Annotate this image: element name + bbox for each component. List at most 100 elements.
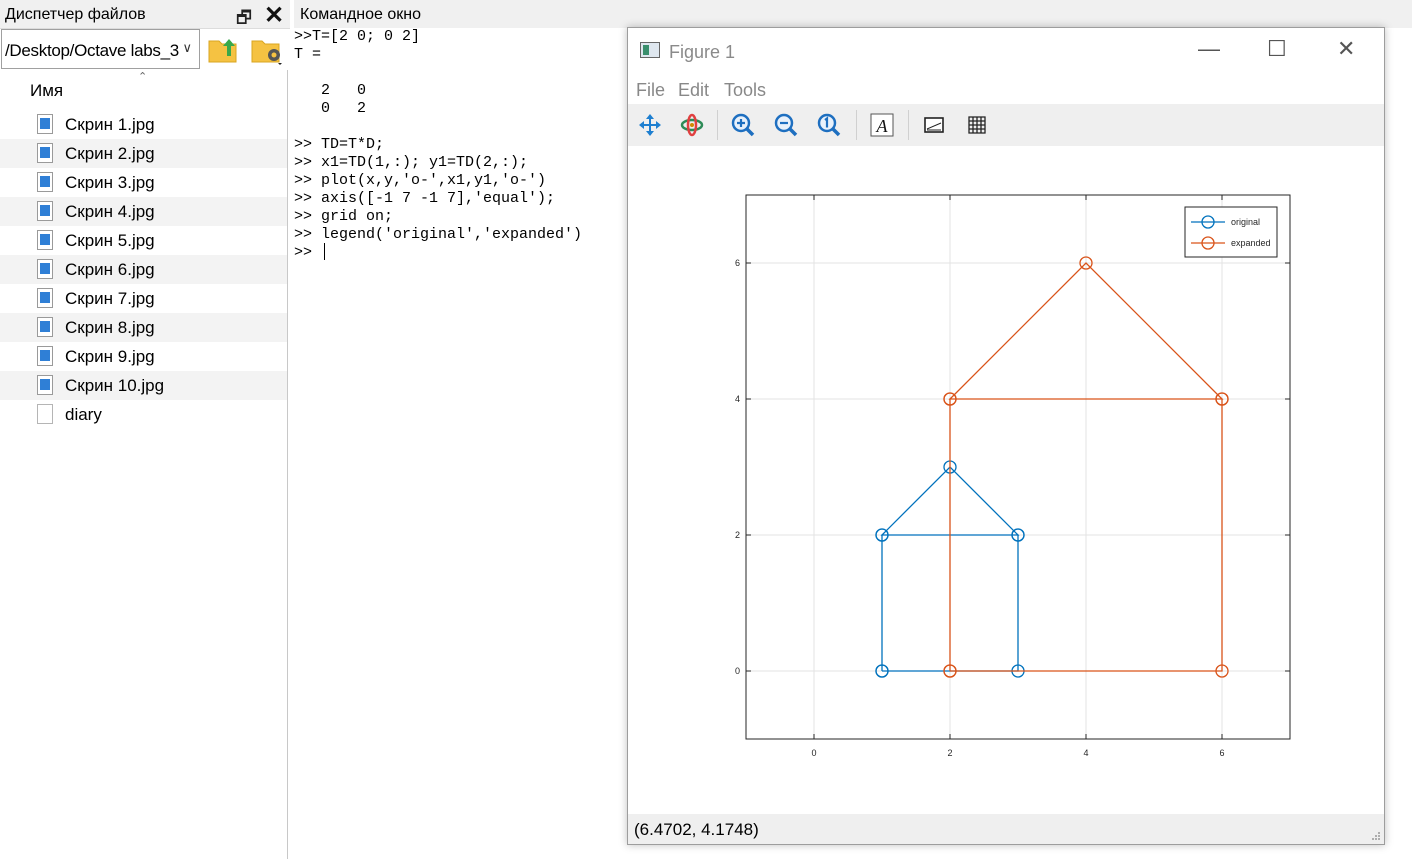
series-line-original xyxy=(880,466,1020,672)
file-name: Скрин 9.jpg xyxy=(65,347,155,366)
file-name: Скрин 10.jpg xyxy=(65,376,165,395)
file-row[interactable]: Скрин 1.jpg xyxy=(0,110,287,139)
toolbar-separator xyxy=(908,110,909,140)
legend-box xyxy=(1184,206,1278,258)
data-point-expanded xyxy=(1215,664,1229,678)
axes-box xyxy=(745,194,1291,740)
figure-toolbar: A xyxy=(628,104,1384,146)
axes-icon[interactable] xyxy=(921,112,947,138)
figure-menubar: File Edit Tools xyxy=(628,76,1384,104)
folder-up-icon[interactable] xyxy=(207,33,241,65)
console-prompt[interactable]: >> xyxy=(294,244,322,261)
menu-edit[interactable]: Edit xyxy=(678,80,710,100)
image-file-icon xyxy=(37,143,53,163)
toolbar-separator xyxy=(856,110,857,140)
resize-grip-icon[interactable] xyxy=(1371,831,1381,841)
file-name: Скрин 5.jpg xyxy=(65,231,155,250)
zoom-in-icon[interactable] xyxy=(730,112,756,138)
figure-app-icon xyxy=(640,42,660,58)
file-name: Скрин 8.jpg xyxy=(65,318,155,337)
console-line: >> plot(x,y,'o-',x1,y1,'o-') xyxy=(294,172,547,189)
data-point-original xyxy=(1011,528,1025,542)
y-tick-label: 4 xyxy=(735,394,740,404)
pan-icon[interactable] xyxy=(637,112,663,138)
image-file-icon xyxy=(37,375,53,395)
data-point-expanded xyxy=(943,392,957,406)
undock-icon[interactable]: 🗗 xyxy=(236,8,252,27)
zoom-reset-icon[interactable] xyxy=(816,112,842,138)
toolbar-separator xyxy=(717,110,718,140)
console-line: >> axis([-1 7 -1 7],'equal'); xyxy=(294,190,556,207)
sort-ascending-icon[interactable]: ⌃ xyxy=(138,71,148,83)
command-window-title: Командное окно xyxy=(300,6,421,23)
console-line: 0 2 xyxy=(294,100,367,117)
data-point-original xyxy=(875,664,889,678)
column-header-name[interactable]: Имя xyxy=(30,81,64,100)
x-tick-label: 6 xyxy=(1219,748,1224,758)
figure-titlebar[interactable]: Figure 1 — ☐ ✕ xyxy=(628,28,1384,76)
text-icon[interactable]: A xyxy=(869,112,895,138)
file-row[interactable]: Скрин 2.jpg xyxy=(0,139,287,168)
file-list[interactable]: ⌃ Имя Скрин 1.jpg Скрин 2.jpg Скрин 3.jp… xyxy=(0,70,288,859)
console-line: 2 0 xyxy=(294,82,367,99)
file-row[interactable]: Скрин 7.jpg xyxy=(0,284,287,313)
close-icon[interactable]: ✕ xyxy=(1337,36,1356,61)
grid-icon[interactable] xyxy=(964,112,990,138)
file-manager-titlebar: Диспетчер файлов 🗗 ✕ xyxy=(0,0,290,29)
console-line: >> grid on; xyxy=(294,208,394,225)
series-line-expanded xyxy=(948,262,1224,672)
console-line: >> legend('original','expanded') xyxy=(294,226,583,243)
console-line: T = xyxy=(294,46,322,63)
data-point-expanded xyxy=(1079,256,1093,270)
legend-label: expanded xyxy=(1231,238,1271,248)
maximize-icon[interactable]: ☐ xyxy=(1267,36,1287,61)
x-tick-label: 0 xyxy=(811,748,816,758)
image-file-icon xyxy=(37,114,53,134)
zoom-out-icon[interactable] xyxy=(773,112,799,138)
figure-title: Figure 1 xyxy=(669,42,736,62)
file-name: diary xyxy=(65,405,102,424)
text-cursor xyxy=(324,243,325,260)
figure-window[interactable]: Figure 1 — ☐ ✕ File Edit Tools xyxy=(627,27,1385,845)
legend-label: original xyxy=(1231,217,1260,227)
minimize-icon[interactable]: — xyxy=(1198,36,1220,61)
file-row[interactable]: diary xyxy=(0,400,287,429)
file-row[interactable]: Скрин 8.jpg xyxy=(0,313,287,342)
path-value: /Desktop/Octave labs_3 xyxy=(5,41,179,60)
image-file-icon xyxy=(37,288,53,308)
close-icon[interactable]: ✕ xyxy=(264,2,285,29)
file-row[interactable]: Скрин 10.jpg xyxy=(0,371,287,400)
file-name: Скрин 7.jpg xyxy=(65,289,155,308)
console-line: >>T=[2 0; 0 2] xyxy=(294,28,421,45)
data-point-original xyxy=(875,528,889,542)
menu-tools[interactable]: Tools xyxy=(724,80,767,100)
svg-text:A: A xyxy=(876,116,889,136)
file-row[interactable]: Скрин 6.jpg xyxy=(0,255,287,284)
image-file-icon xyxy=(37,317,53,337)
path-dropdown[interactable]: /Desktop/Octave labs_3 ∨ xyxy=(1,29,200,69)
x-tick-label: 4 xyxy=(1083,748,1088,758)
data-point-expanded xyxy=(943,664,957,678)
legend-marker xyxy=(1201,236,1215,250)
data-point-expanded xyxy=(1215,392,1229,406)
console-line: >> TD=T*D; xyxy=(294,136,385,153)
image-file-icon xyxy=(37,172,53,192)
menu-file[interactable]: File xyxy=(636,80,666,100)
file-name: Скрин 2.jpg xyxy=(65,144,155,163)
x-tick-label: 2 xyxy=(947,748,952,758)
chevron-down-icon[interactable]: ∨ xyxy=(182,40,192,55)
file-row[interactable]: Скрин 4.jpg xyxy=(0,197,287,226)
rotate-icon[interactable] xyxy=(679,112,705,138)
file-name: Скрин 6.jpg xyxy=(65,260,155,279)
file-manager-title: Диспетчер файлов xyxy=(5,6,146,23)
file-row[interactable]: Скрин 5.jpg xyxy=(0,226,287,255)
file-row[interactable]: Скрин 9.jpg xyxy=(0,342,287,371)
file-name: Скрин 4.jpg xyxy=(65,202,155,221)
file-row[interactable]: Скрин 3.jpg xyxy=(0,168,287,197)
image-file-icon xyxy=(37,346,53,366)
plot-area[interactable]: 0 2 4 6 0 2 4 6 original expanded xyxy=(628,146,1382,814)
figure-statusbar: (6.4702, 4.1748) xyxy=(628,814,1384,844)
image-file-icon xyxy=(37,259,53,279)
file-name: Скрин 3.jpg xyxy=(65,173,155,192)
folder-settings-icon[interactable] xyxy=(250,33,284,65)
